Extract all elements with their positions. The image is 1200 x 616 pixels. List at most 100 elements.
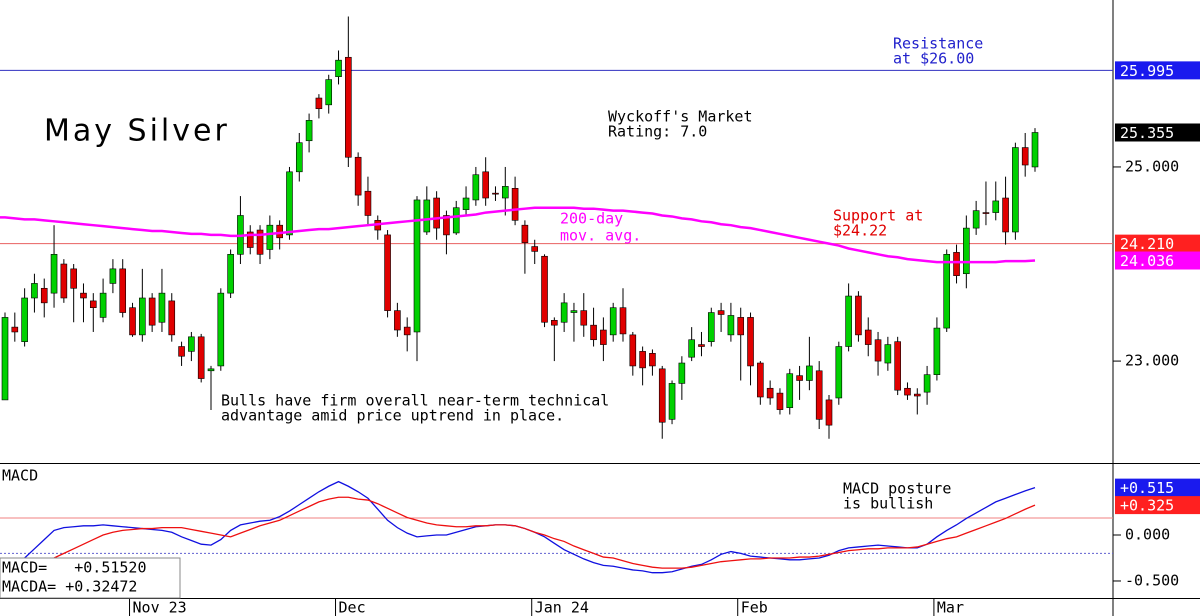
- candle-body: [727, 315, 735, 336]
- candle-body: [698, 344, 705, 347]
- candle-body: [207, 368, 215, 372]
- candle-body: [629, 334, 637, 367]
- candle-body: [354, 156, 362, 196]
- macd-line: [4, 496, 1036, 578]
- candle-body: [11, 326, 19, 333]
- candle-body: [531, 246, 539, 252]
- candle-body: [992, 200, 1000, 213]
- readout-box: [0, 557, 181, 599]
- readout: MACD= +0.51520: [2, 559, 147, 577]
- candle-body: [452, 207, 460, 234]
- candle-body: [933, 327, 941, 375]
- y-tick-label: -0.500: [1125, 571, 1179, 589]
- candle-body: [658, 368, 666, 423]
- candle-body: [384, 234, 391, 311]
- candle-body: [904, 387, 911, 396]
- candle-body: [757, 362, 764, 398]
- value-tag: [1115, 234, 1200, 253]
- candle-body: [521, 224, 529, 243]
- annotation: Wyckoff's Market: [608, 108, 753, 126]
- candle-body: [286, 171, 293, 236]
- annotation: Support at: [833, 207, 923, 225]
- candle-body: [501, 186, 509, 199]
- annotation: at $26.00: [893, 50, 974, 68]
- candle-body: [541, 255, 548, 323]
- candle-body: [688, 339, 695, 358]
- candle-body: [443, 215, 450, 236]
- candle-body: [178, 346, 185, 357]
- candle-body: [825, 399, 833, 426]
- annotation: Resistance: [893, 35, 983, 53]
- value-tag-label: 25.995: [1120, 62, 1174, 80]
- candle-body: [305, 120, 313, 142]
- value-tag-label: +0.515: [1120, 479, 1174, 497]
- candle-body: [580, 310, 588, 326]
- candle-body: [472, 174, 480, 201]
- candle-body: [50, 254, 58, 294]
- candle-body: [21, 297, 28, 342]
- readout: MACDA= +0.32472: [2, 578, 137, 596]
- candle-body: [619, 307, 627, 335]
- moving-average-label: 200-day: [560, 210, 623, 228]
- candle-body: [139, 297, 146, 336]
- x-tick-label: Mar: [937, 599, 964, 616]
- macd-title: MACD: [2, 467, 38, 485]
- candle-body: [413, 199, 421, 333]
- candle-body: [364, 190, 372, 216]
- candle-body: [188, 336, 195, 352]
- candle-body: [462, 197, 470, 210]
- candle-body: [197, 336, 205, 379]
- candle-body: [570, 310, 578, 313]
- candle-body: [560, 302, 568, 323]
- value-tag: [1115, 496, 1200, 515]
- candle-body: [129, 307, 136, 336]
- x-tick-label: Dec: [339, 599, 366, 616]
- candle-body: [158, 292, 166, 323]
- annotation: is bullish: [843, 495, 933, 513]
- candle-body: [747, 317, 754, 367]
- candle-body: [835, 346, 843, 399]
- value-tag: [1115, 61, 1200, 80]
- annotation: advantage amid price uptrend in place.: [221, 407, 564, 425]
- candle-body: [295, 142, 303, 173]
- y-tick-label: 23.000: [1125, 352, 1179, 370]
- value-tag-label: 24.036: [1120, 252, 1174, 270]
- moving-average: [0, 206, 1036, 264]
- candle-body: [707, 312, 715, 342]
- candle-body: [1012, 147, 1019, 233]
- candle-body: [913, 393, 921, 397]
- candle-body: [845, 295, 852, 347]
- candle-body: [737, 317, 745, 336]
- candle-body: [776, 392, 784, 410]
- candle-body: [796, 375, 803, 381]
- candle-body: [119, 268, 127, 313]
- candle-body: [433, 197, 440, 229]
- candle-body: [325, 79, 333, 106]
- candle-body: [786, 373, 794, 408]
- value-tag-label: 24.210: [1120, 235, 1174, 253]
- candle-body: [60, 263, 68, 299]
- candle-body: [972, 210, 980, 229]
- candle-body: [511, 188, 519, 221]
- candle-body: [266, 224, 274, 250]
- candle-body: [246, 231, 254, 248]
- y-tick-label: 25.000: [1125, 157, 1179, 175]
- candle-body: [668, 383, 676, 420]
- candle-body: [649, 353, 656, 367]
- candle-body: [874, 339, 882, 362]
- x-tick-label: Feb: [741, 599, 768, 616]
- candle-body: [678, 362, 686, 384]
- candle-body: [884, 344, 892, 364]
- y-tick-label: 0.000: [1125, 525, 1170, 543]
- candle-body: [99, 292, 107, 318]
- value-tag-label: 25.355: [1120, 124, 1174, 142]
- candle-body: [217, 292, 225, 367]
- candle-body: [168, 300, 176, 336]
- moving-average-label: mov. avg.: [560, 227, 641, 245]
- candle-body: [423, 199, 431, 233]
- candle-body: [109, 268, 117, 284]
- candle-body: [766, 387, 774, 399]
- x-tick-label: Jan 24: [535, 599, 589, 616]
- candle-body: [609, 307, 617, 336]
